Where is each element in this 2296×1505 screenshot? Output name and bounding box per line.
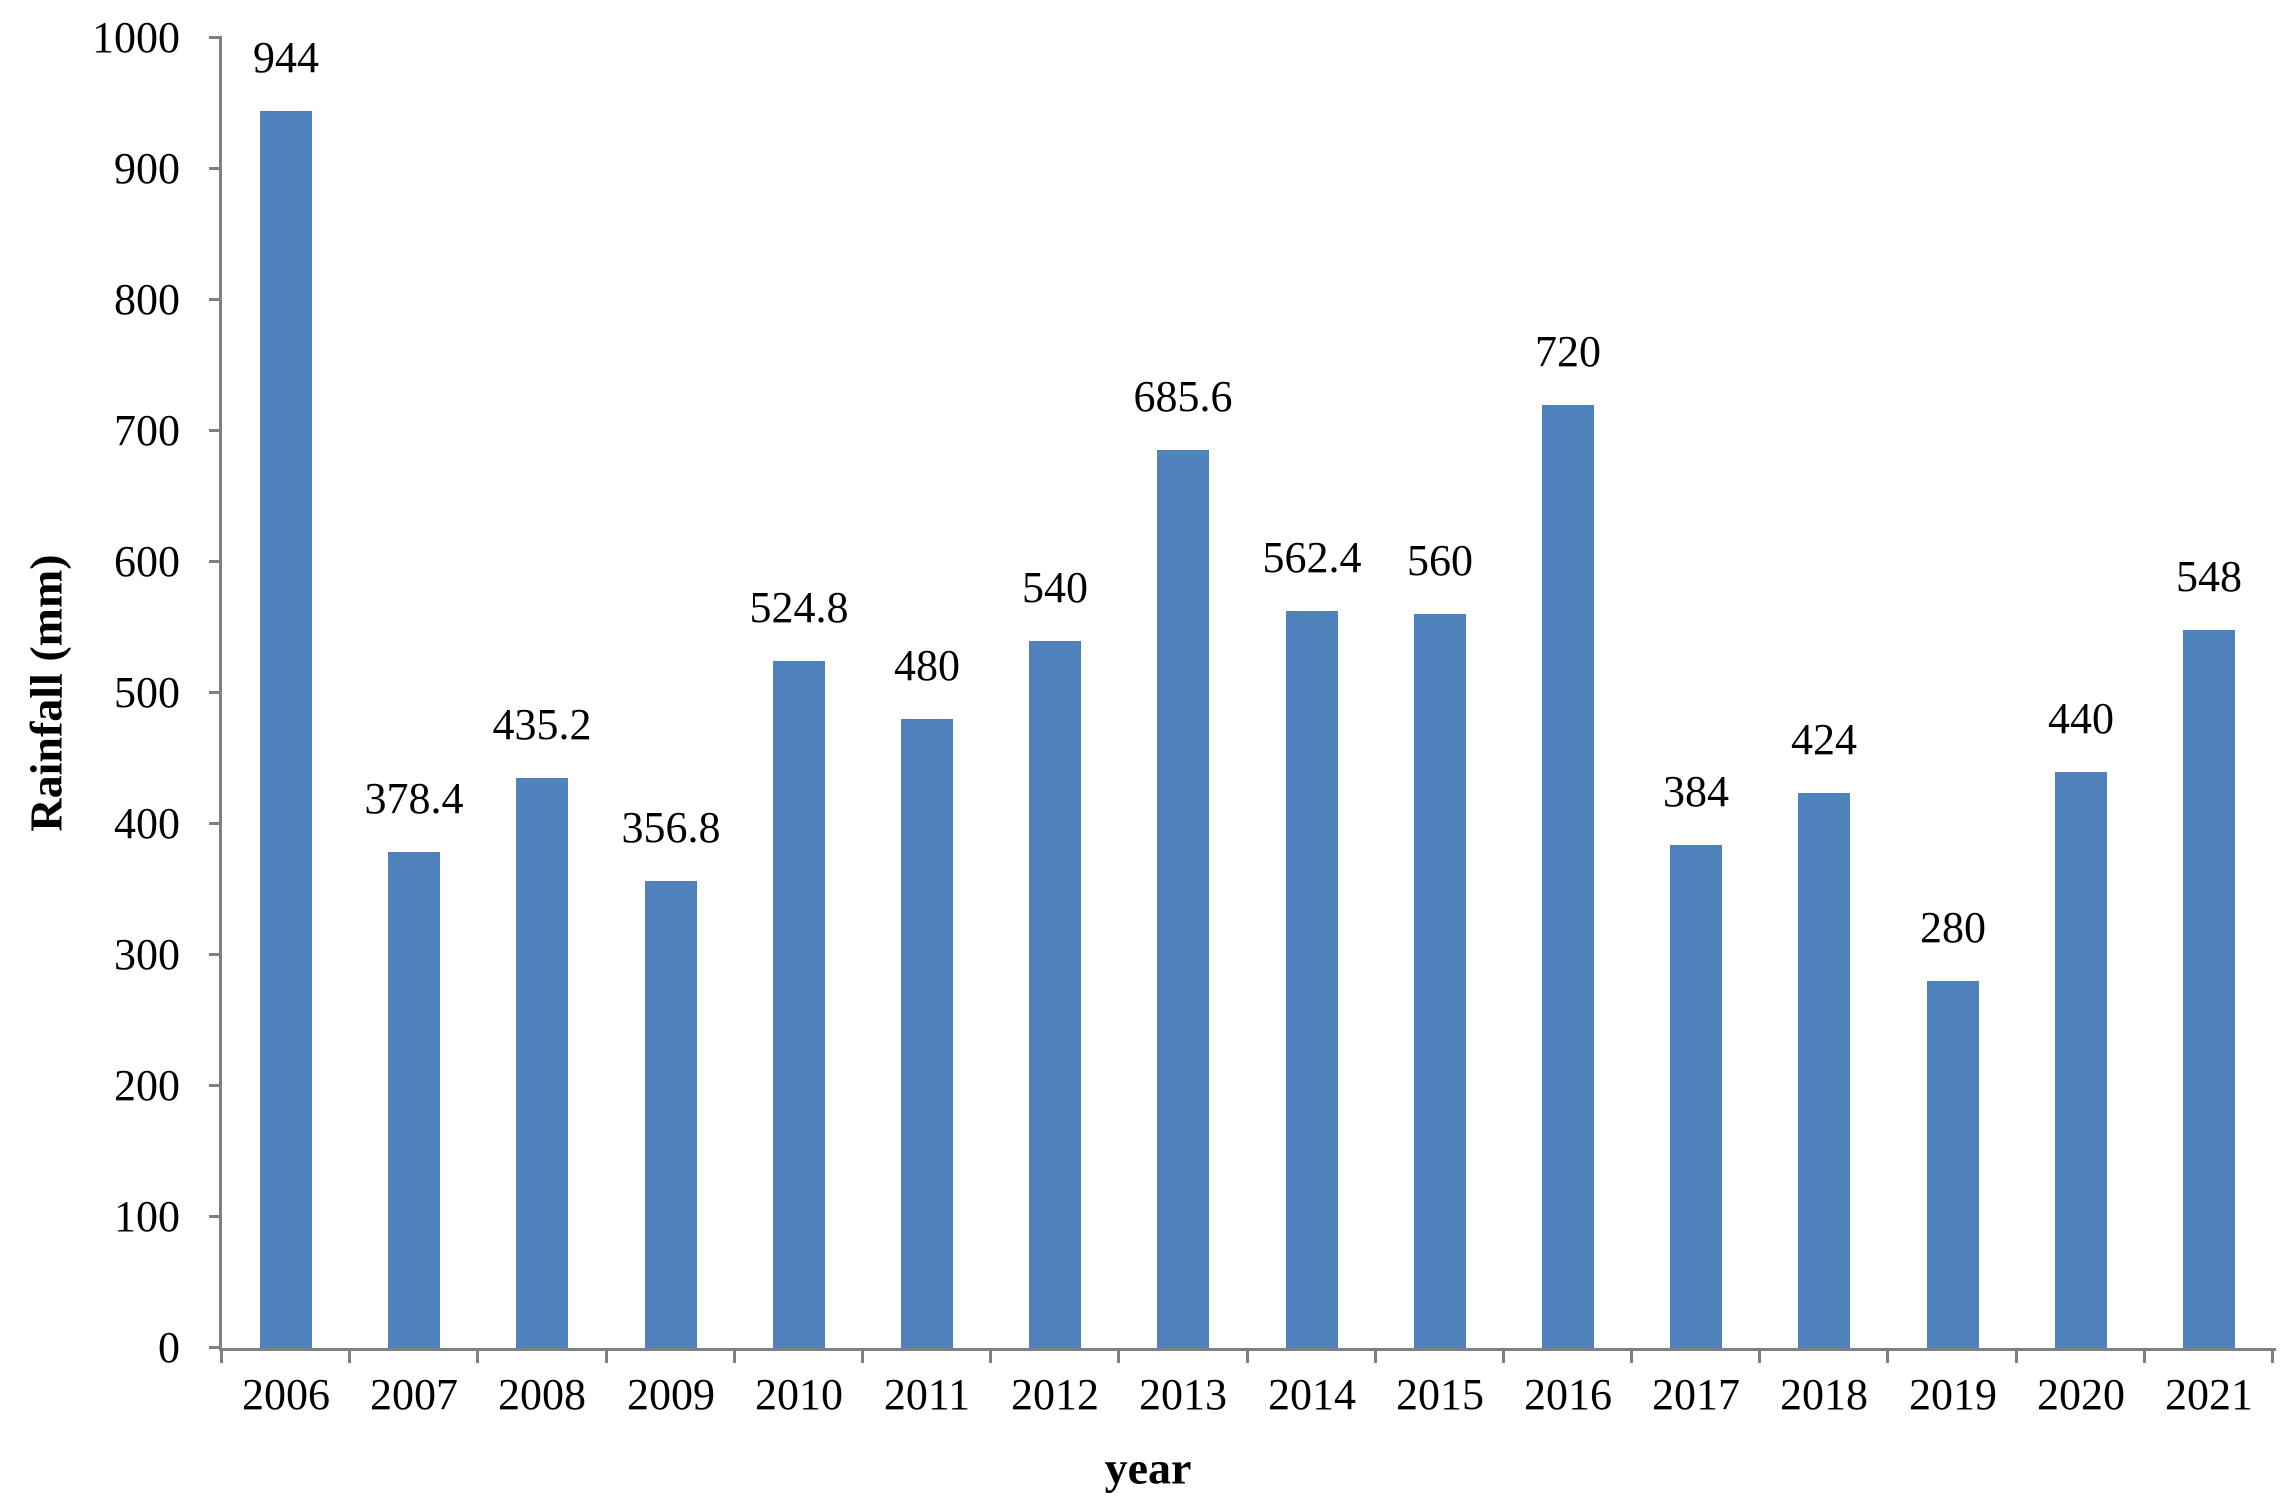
x-tick-label: 2017 — [1652, 1370, 1740, 1419]
bar — [1927, 981, 1979, 1348]
x-tick-label: 2016 — [1524, 1370, 1612, 1419]
x-axis-tick — [348, 1348, 351, 1363]
bar — [773, 661, 825, 1348]
x-axis-tick — [1758, 1348, 1761, 1363]
x-axis-tick — [1630, 1348, 1633, 1363]
bar-value-label: 356.8 — [621, 803, 721, 852]
bar-value-label: 378.4 — [364, 774, 464, 823]
x-tick-label: 2010 — [755, 1370, 843, 1419]
bar — [1798, 793, 1850, 1348]
x-axis-title: year — [1104, 1442, 1192, 1494]
y-axis-tick — [209, 298, 222, 301]
y-axis-tick — [209, 953, 222, 956]
y-axis-tick — [209, 1215, 222, 1218]
y-tick-label: 900 — [114, 144, 180, 193]
bar-value-label: 720 — [1535, 327, 1601, 376]
y-tick-label: 500 — [114, 668, 180, 717]
bar — [1029, 641, 1081, 1348]
bar — [1286, 611, 1338, 1348]
y-axis-tick — [209, 36, 222, 39]
x-axis-tick — [605, 1348, 608, 1363]
y-tick-label: 300 — [114, 930, 180, 979]
bar — [388, 852, 440, 1348]
x-axis-tick — [1246, 1348, 1249, 1363]
y-axis-line — [219, 38, 222, 1351]
bar-value-label: 524.8 — [749, 583, 849, 632]
x-tick-label: 2007 — [370, 1370, 458, 1419]
y-tick-label: 700 — [114, 406, 180, 455]
x-tick-label: 2013 — [1139, 1370, 1227, 1419]
bar-value-label: 562.4 — [1262, 533, 1362, 582]
x-axis-tick — [2271, 1348, 2274, 1363]
bar — [1542, 405, 1594, 1348]
y-tick-label: 1000 — [92, 13, 180, 62]
x-tick-label: 2021 — [2165, 1370, 2253, 1419]
x-tick-label: 2019 — [1909, 1370, 1997, 1419]
x-tick-label: 2018 — [1780, 1370, 1868, 1419]
y-axis-tick — [209, 167, 222, 170]
x-tick-label: 2011 — [883, 1370, 971, 1419]
y-tick-label: 200 — [114, 1061, 180, 1110]
bar — [1670, 845, 1722, 1348]
bar-value-label: 384 — [1663, 767, 1729, 816]
bar — [260, 111, 312, 1348]
bar-value-label: 435.2 — [492, 700, 592, 749]
bar — [2055, 772, 2107, 1348]
y-axis-tick — [209, 1346, 222, 1349]
y-tick-label: 400 — [114, 799, 180, 848]
x-axis-line — [219, 1348, 2276, 1351]
bar-value-label: 280 — [1920, 903, 1986, 952]
y-axis-tick — [209, 822, 222, 825]
bar — [516, 778, 568, 1348]
x-tick-label: 2012 — [1011, 1370, 1099, 1419]
y-axis-tick — [209, 560, 222, 563]
bar-value-label: 548 — [2176, 552, 2242, 601]
x-tick-label: 2008 — [498, 1370, 586, 1419]
x-tick-label: 2020 — [2037, 1370, 2125, 1419]
bar — [1157, 450, 1209, 1348]
x-tick-label: 2006 — [242, 1370, 330, 1419]
x-axis-tick — [1374, 1348, 1377, 1363]
x-axis-tick — [2015, 1348, 2018, 1363]
bar-value-label: 944 — [253, 33, 319, 82]
x-tick-label: 2014 — [1268, 1370, 1356, 1419]
y-axis-tick — [209, 691, 222, 694]
bar — [645, 881, 697, 1348]
bar — [1414, 614, 1466, 1348]
bar-value-label: 540 — [1022, 563, 1088, 612]
x-axis-tick — [476, 1348, 479, 1363]
x-axis-tick — [733, 1348, 736, 1363]
x-axis-tick — [220, 1348, 223, 1363]
x-tick-label: 2015 — [1396, 1370, 1484, 1419]
x-axis-tick — [989, 1348, 992, 1363]
x-tick-label: 2009 — [627, 1370, 715, 1419]
x-axis-tick — [1117, 1348, 1120, 1363]
y-tick-label: 100 — [114, 1192, 180, 1241]
bar — [901, 719, 953, 1348]
y-tick-label: 800 — [114, 275, 180, 324]
bar-value-label: 424 — [1791, 715, 1857, 764]
x-axis-tick — [2143, 1348, 2146, 1363]
x-axis-tick — [861, 1348, 864, 1363]
y-axis-tick — [209, 1084, 222, 1087]
bar-value-label: 480 — [894, 641, 960, 690]
y-tick-label: 0 — [158, 1323, 180, 1372]
bar-value-label: 440 — [2048, 694, 2114, 743]
x-axis-tick — [1886, 1348, 1889, 1363]
y-axis-tick — [209, 429, 222, 432]
y-tick-label: 600 — [114, 537, 180, 586]
bar-value-label: 560 — [1407, 536, 1473, 585]
bar — [2183, 630, 2235, 1348]
x-axis-tick — [1502, 1348, 1505, 1363]
bar-value-label: 685.6 — [1133, 372, 1233, 421]
